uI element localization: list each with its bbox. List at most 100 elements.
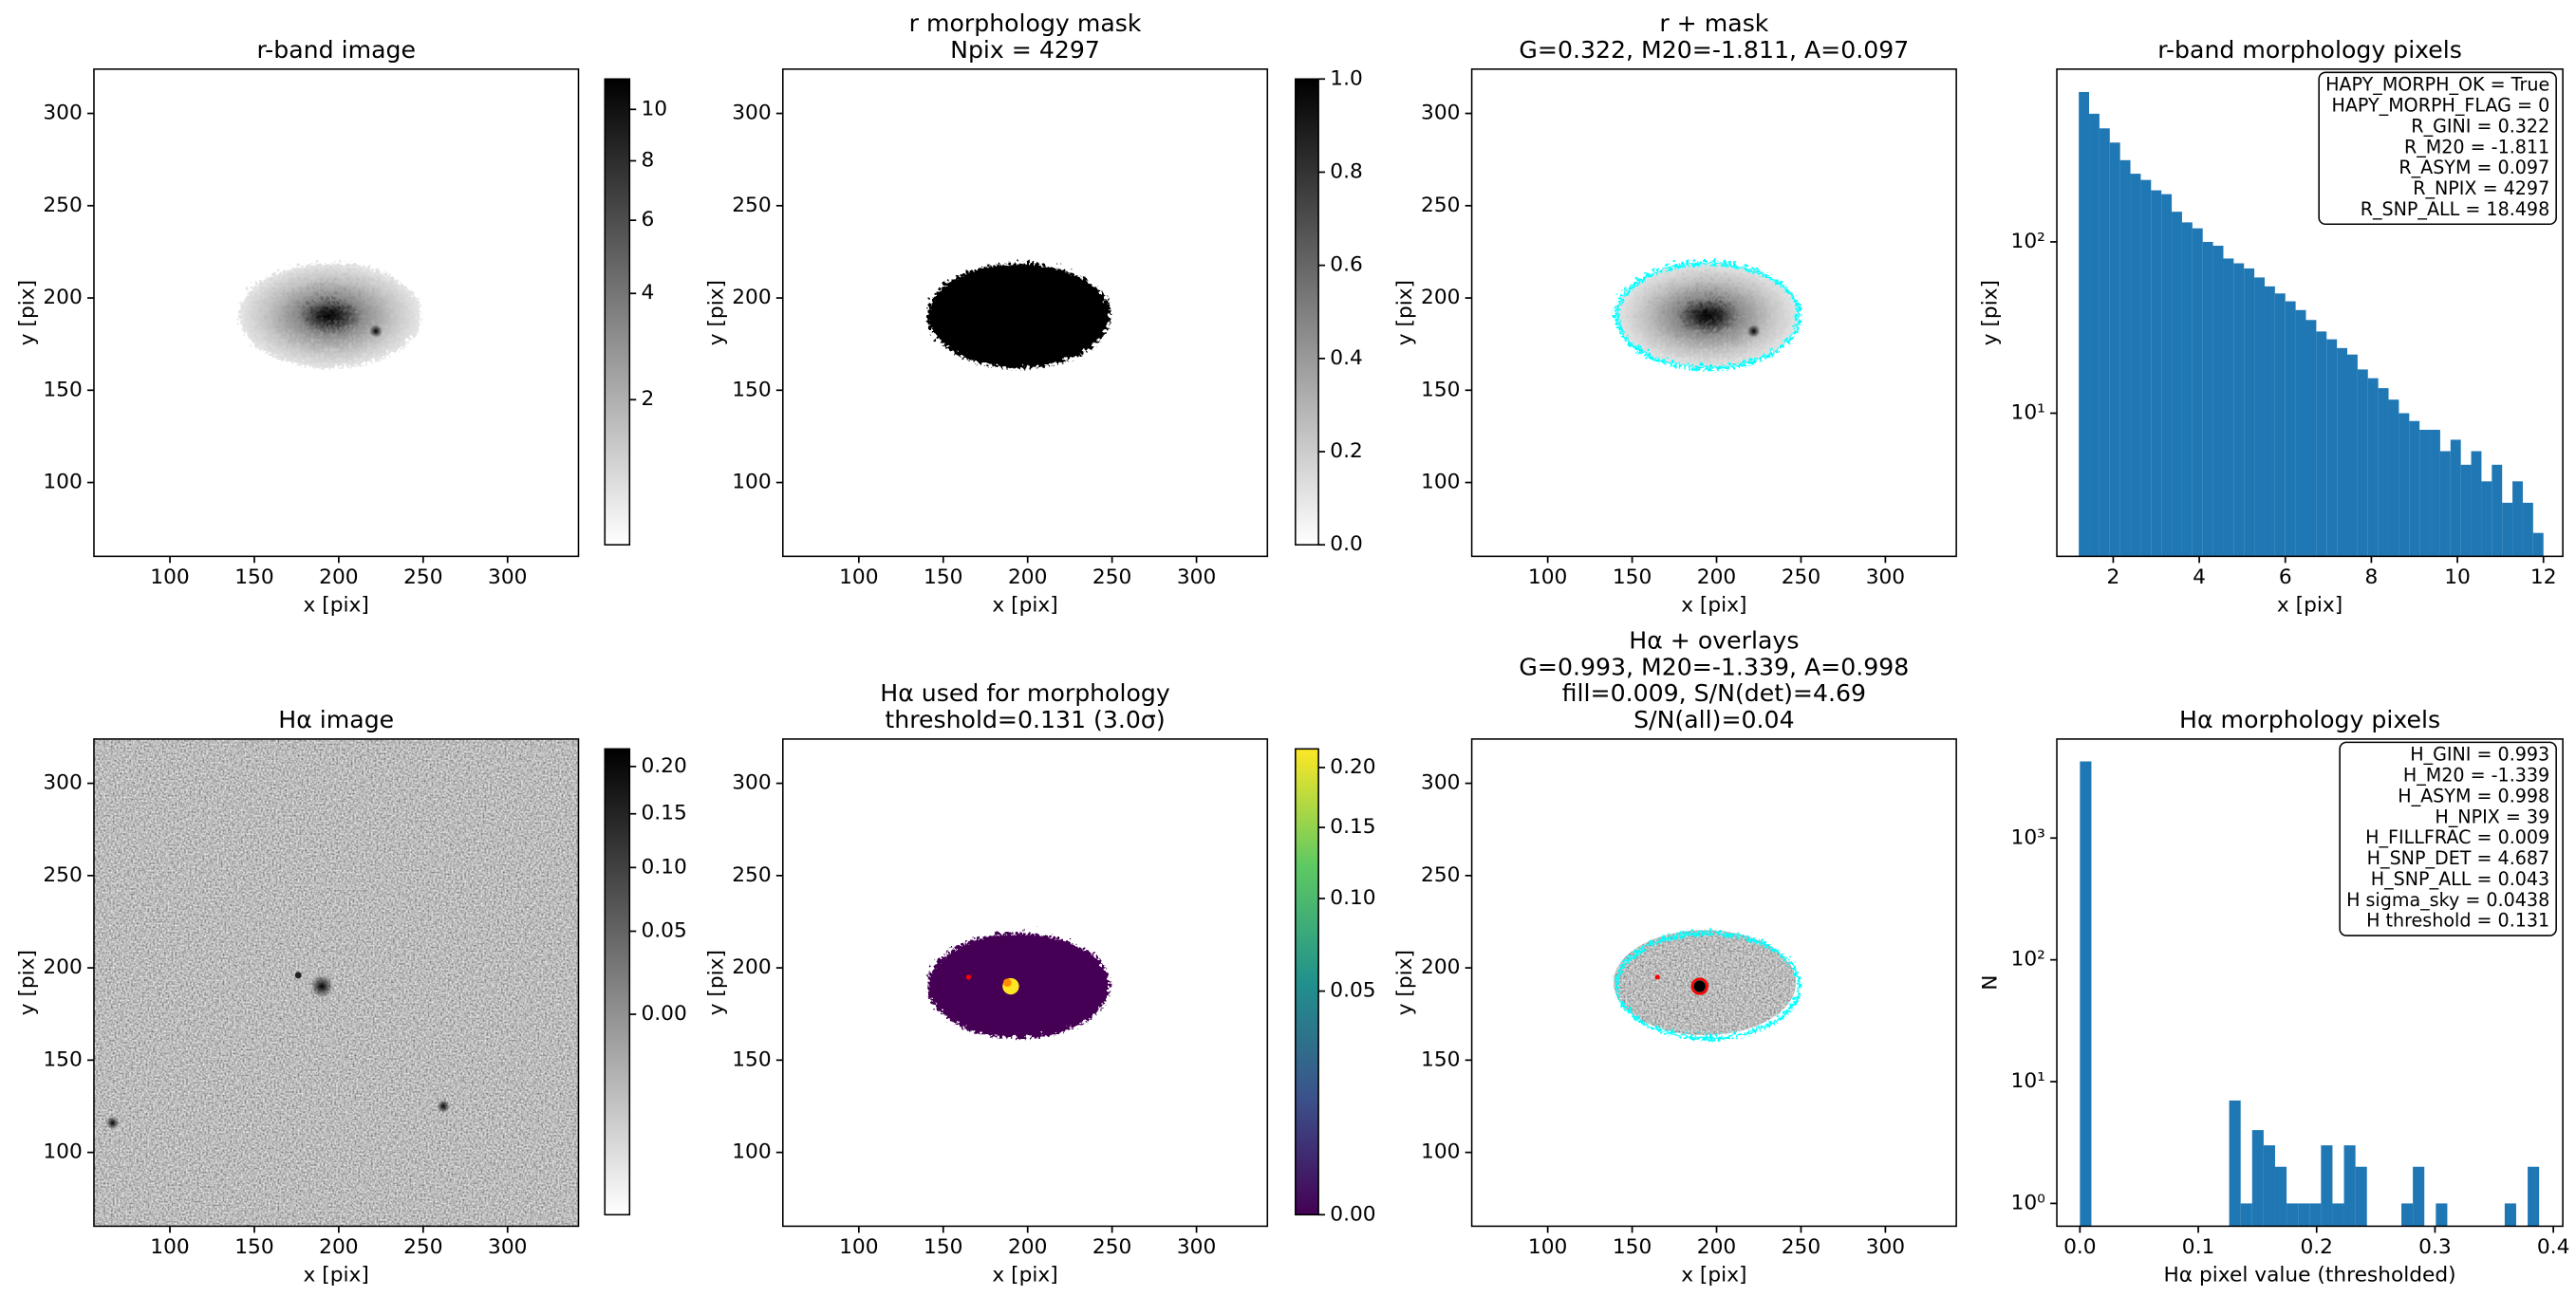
panel: 2 4 6 8 10 12 10¹ 10² x [pix] y [pix] r-band morph… [1979,36,2564,617]
x-tick-label: 100 [839,565,878,589]
axes-frame [93,68,580,558]
plot-area [2079,91,2544,557]
y-tick-label: 150 [43,1047,82,1071]
bar [2309,1203,2322,1227]
colorbar [604,78,631,546]
annotation-line: H_ASYM = 0.998 [2398,785,2549,806]
bar [2172,212,2182,557]
bar [2388,399,2399,557]
y-tick-label: 150 [732,1047,771,1071]
x-axis-label: x [pix] [1681,593,1746,617]
bar [2274,293,2286,557]
x-tick-label: 200 [1697,1235,1736,1259]
y-tick-label: 200 [1421,955,1460,979]
annotation-line: H sigma_sky = 0.0438 [2346,889,2549,911]
bar [2192,228,2203,557]
panel-title: fill=0.009, S/N(det)=4.69 [1562,679,1866,707]
y-tick-label: 200 [43,286,82,309]
source [1654,974,1660,980]
galaxy [235,260,419,366]
panel-title: Npix = 4297 [950,36,1100,64]
bar [2399,413,2410,557]
bar [2202,241,2213,557]
colorbar-tick-label: 0.4 [1330,346,1363,370]
bar [2409,420,2420,557]
bar [2357,369,2368,557]
plot-area [924,260,1108,366]
colorbar-tick-label: 0.15 [1330,815,1375,839]
x-tick-label: 200 [319,1235,358,1259]
colorbar-tick-label: 0.00 [641,1002,686,1026]
y-tick-label: 300 [1421,102,1460,125]
y-tick-label: 250 [732,863,771,887]
bar [2240,1203,2252,1227]
annotation-box [2318,71,2557,226]
y-tick-label: 10⁰ [2011,1191,2045,1214]
x-tick-label: 300 [488,1235,527,1259]
panel: 100 150 200 250 300 100 150 200 250 300 x [pix] y [… [1393,627,1957,1287]
plot-area [93,738,579,1227]
bar [2528,1166,2540,1227]
panel-title: r-band morphology pixels [2157,36,2462,64]
colorbar-tick-label: 4 [641,281,654,305]
y-tick-label: 150 [1421,378,1460,401]
bar [2413,1166,2425,1227]
source [965,974,972,980]
plot-area [1612,928,1798,1037]
y-tick-label: 10² [2011,230,2045,253]
x-tick-label: 0.4 [2537,1235,2570,1259]
bar [2512,481,2523,557]
bar [2254,277,2265,557]
bar [2326,339,2338,557]
x-tick-label: 150 [924,565,962,589]
bar [2471,451,2482,557]
y-tick-label: 200 [732,286,771,309]
bar [2264,286,2275,557]
x-tick-label: 0.0 [2063,1235,2097,1259]
y-axis-label: y [pix] [1393,280,1417,345]
bar [2337,347,2348,557]
y-tick-label: 300 [43,102,82,125]
panel-title: r + mask [1659,9,1768,37]
mask [924,260,1108,366]
x-tick-label: 100 [839,1235,878,1259]
y-axis-label: y [pix] [704,950,728,1015]
y-tick-label: 10² [2011,948,2045,972]
bar [2430,429,2440,557]
galaxy [1614,260,1797,366]
detection-contour [1690,977,1708,995]
panel-title: Hα + overlays [1629,627,1799,655]
colorbar-tick-label: 0.05 [641,918,686,942]
annotation-line: H_SNP_DET = 4.687 [2367,847,2550,869]
annotation-line: HAPY_MORPH_OK = True [2325,74,2549,96]
x-tick-label: 250 [403,1235,442,1259]
bar [2251,1130,2264,1227]
plot-area [235,260,419,366]
y-tick-label: 150 [43,378,82,401]
bar [2151,190,2162,557]
panel: 100 150 200 250 300 100 150 200 250 300 x [pix] y [… [704,679,1375,1287]
colorbar-tick-label: 6 [641,208,654,232]
y-tick-label: 100 [1421,1140,1460,1164]
annotation-line: R_NPIX = 4297 [2413,177,2549,199]
axes-frame [2056,738,2564,1228]
x-tick-label: 150 [234,1235,273,1259]
panel-title: G=0.322, M20=-1.811, A=0.097 [1519,36,1909,64]
bar [2099,128,2110,557]
x-tick-label: 200 [1697,565,1736,589]
x-tick-label: 150 [234,565,273,589]
colorbar-tick-label: 8 [641,148,654,172]
y-tick-label: 300 [43,771,82,795]
colorbar-tick-label: 0.8 [1330,159,1363,183]
panel-title: r-band image [256,36,416,64]
panel-title: Hα image [278,706,394,733]
x-axis-label: x [pix] [304,1263,369,1287]
panel-title: G=0.993, M20=-1.339, A=0.998 [1519,653,1909,680]
colorbar-tick-label: 0.6 [1330,253,1363,277]
annotation-line: H_GINI = 0.993 [2410,744,2549,766]
panel-title: r morphology mask [909,9,1142,37]
bar [2161,194,2173,557]
x-tick-label: 10 [2444,565,2471,589]
x-tick-label: 100 [150,565,189,589]
